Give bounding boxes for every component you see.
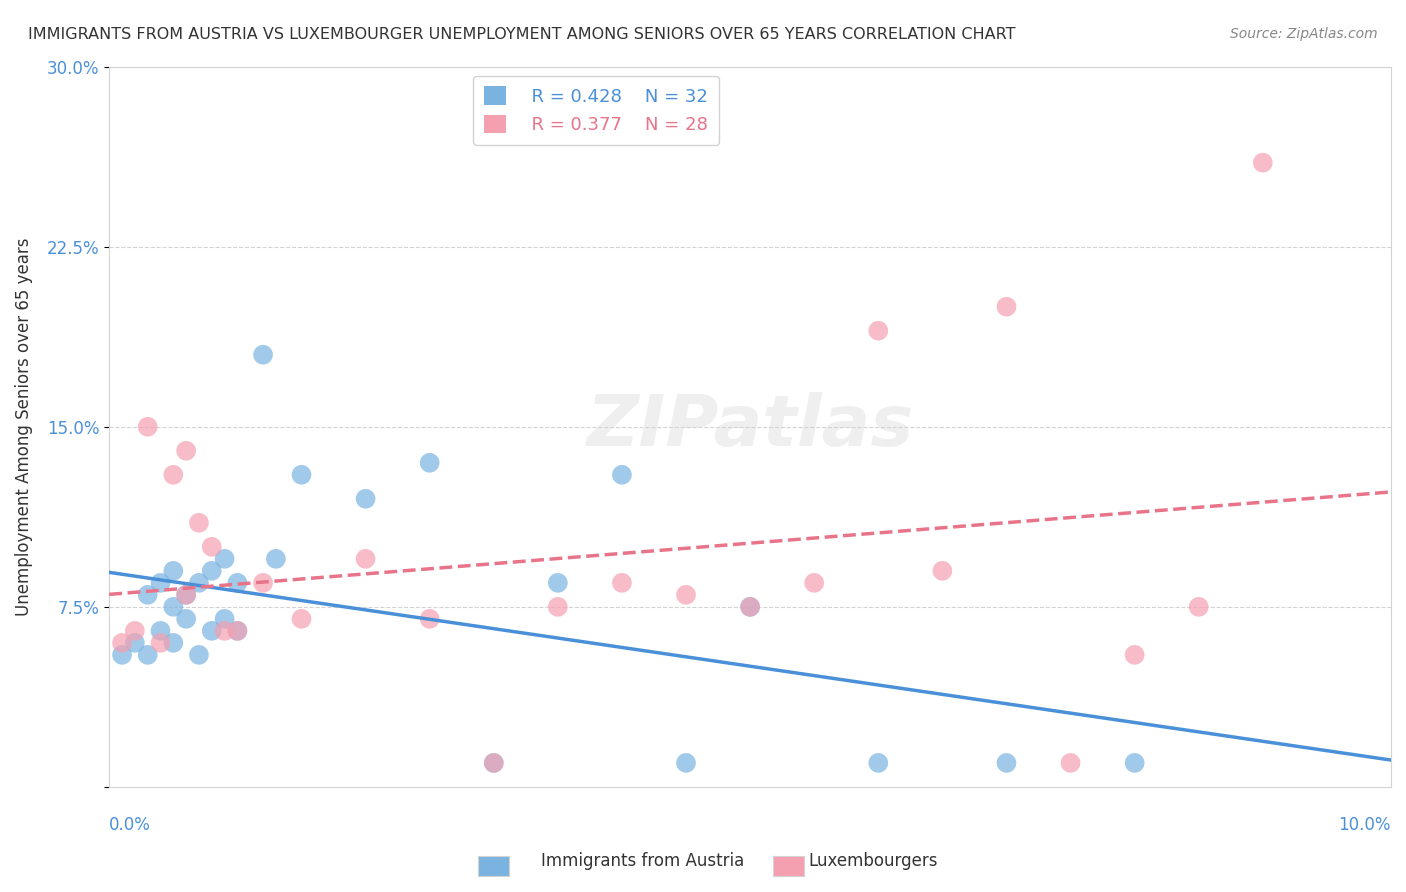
Point: [149, 575, 172, 590]
Point: [188, 516, 211, 530]
Point: [174, 588, 197, 602]
Point: [354, 551, 377, 566]
Point: [995, 756, 1018, 770]
Point: [868, 756, 890, 770]
Point: [136, 419, 159, 434]
Point: [252, 575, 274, 590]
Point: [149, 636, 172, 650]
Point: [174, 443, 197, 458]
Point: [174, 612, 197, 626]
Point: [290, 612, 312, 626]
Point: [995, 300, 1018, 314]
Point: [226, 624, 249, 638]
Point: [111, 636, 134, 650]
Text: Immigrants from Austria: Immigrants from Austria: [541, 852, 745, 870]
Point: [419, 612, 441, 626]
Text: 0.0%: 0.0%: [110, 816, 150, 834]
Point: [162, 636, 184, 650]
Text: Source: ZipAtlas.com: Source: ZipAtlas.com: [1230, 27, 1378, 41]
Point: [610, 575, 633, 590]
Point: [252, 348, 274, 362]
Point: [188, 648, 211, 662]
Point: [111, 648, 134, 662]
Legend:   R = 0.428    N = 32,   R = 0.377    N = 28: R = 0.428 N = 32, R = 0.377 N = 28: [474, 76, 718, 145]
Point: [482, 756, 505, 770]
Point: [803, 575, 825, 590]
Point: [201, 564, 224, 578]
Point: [610, 467, 633, 482]
Point: [124, 624, 146, 638]
Point: [1251, 155, 1274, 169]
Point: [1123, 756, 1146, 770]
Point: [290, 467, 312, 482]
Point: [188, 575, 211, 590]
Point: [547, 599, 569, 614]
Point: [162, 467, 184, 482]
Point: [354, 491, 377, 506]
Point: [482, 756, 505, 770]
Point: [162, 599, 184, 614]
Point: [419, 456, 441, 470]
Point: [149, 624, 172, 638]
Text: Luxembourgers: Luxembourgers: [808, 852, 938, 870]
Point: [226, 624, 249, 638]
Point: [162, 564, 184, 578]
Point: [226, 575, 249, 590]
Point: [136, 588, 159, 602]
Point: [174, 588, 197, 602]
Point: [740, 599, 762, 614]
Text: ZIPatlas: ZIPatlas: [586, 392, 914, 461]
Point: [214, 624, 236, 638]
Point: [675, 588, 697, 602]
Point: [124, 636, 146, 650]
Point: [214, 551, 236, 566]
Point: [1123, 648, 1146, 662]
Point: [675, 756, 697, 770]
Point: [868, 324, 890, 338]
Point: [201, 624, 224, 638]
Text: 10.0%: 10.0%: [1339, 816, 1391, 834]
Text: IMMIGRANTS FROM AUSTRIA VS LUXEMBOURGER UNEMPLOYMENT AMONG SENIORS OVER 65 YEARS: IMMIGRANTS FROM AUSTRIA VS LUXEMBOURGER …: [28, 27, 1015, 42]
Point: [214, 612, 236, 626]
Point: [1059, 756, 1081, 770]
Point: [264, 551, 287, 566]
Point: [201, 540, 224, 554]
Point: [740, 599, 762, 614]
Point: [547, 575, 569, 590]
Point: [1188, 599, 1211, 614]
Point: [931, 564, 953, 578]
Point: [136, 648, 159, 662]
Y-axis label: Unemployment Among Seniors over 65 years: Unemployment Among Seniors over 65 years: [15, 237, 32, 616]
